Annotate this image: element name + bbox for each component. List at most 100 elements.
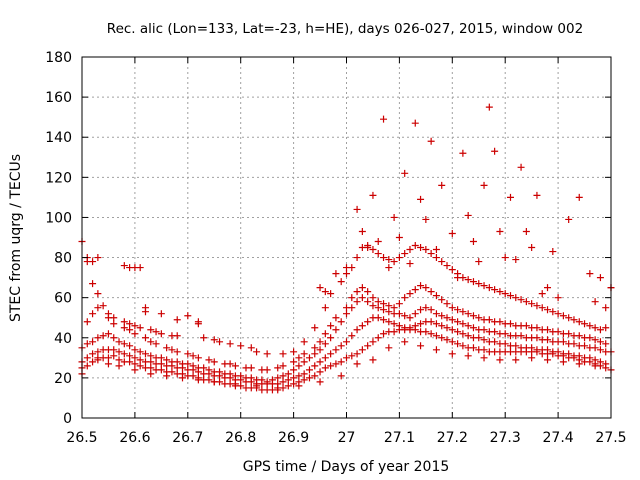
data-point [401,250,409,258]
data-point [395,300,403,308]
data-point [422,246,430,254]
data-point [343,304,350,312]
data-point [464,276,472,284]
data-point [337,358,345,366]
data-point [427,306,435,314]
data-point [343,310,350,318]
data-point [517,332,525,340]
data-point [411,286,419,294]
data-point [332,314,340,322]
data-point [491,286,499,294]
data-point [390,258,398,266]
data-point [395,254,403,262]
data-point [385,256,393,264]
data-point [385,302,393,310]
data-point [454,318,462,326]
data-point [337,318,345,326]
data-point [104,330,112,338]
data-point [364,342,372,350]
data-point [184,350,192,358]
data-point [385,308,393,316]
data-point [247,374,255,382]
data-point [575,332,583,340]
data-point [210,378,218,386]
data-point [390,328,398,336]
data-point [432,246,440,254]
data-point [570,340,578,348]
data-point [406,260,414,268]
data-point [110,346,118,354]
data-point [380,316,388,324]
data-point [591,298,599,306]
y-tick-label: 40 [54,331,72,347]
data-point [332,346,340,354]
data-point [152,328,160,336]
data-point [321,364,329,372]
data-point [311,344,319,352]
data-point [454,328,462,336]
data-point [316,346,324,354]
data-point [591,324,599,332]
data-point [528,354,536,362]
data-point [544,284,552,292]
data-point [274,374,282,382]
data-point [438,312,446,320]
data-point [194,320,202,328]
data-point [374,314,382,322]
data-point [427,330,435,338]
data-point [464,322,472,330]
data-point [459,149,467,157]
data-point [210,358,218,366]
data-point [247,364,255,372]
data-point [89,280,97,288]
data-point [104,354,112,362]
data-point [343,354,350,362]
data-point [316,378,324,386]
data-point [136,324,144,332]
data-point [89,350,97,358]
data-point [459,308,467,316]
data-point [94,304,102,312]
data-point [438,334,446,342]
data-point [538,304,546,312]
data-point [538,290,546,298]
data-point [126,342,134,350]
data-point [390,304,398,312]
x-tick-label: 26.9 [278,430,309,446]
x-tick-label: 27 [338,430,356,446]
data-point [157,360,165,368]
data-point [253,348,261,356]
data-point [417,244,425,252]
data-point [390,213,398,221]
data-point [89,338,97,346]
data-point [300,376,308,384]
y-tick-label: 20 [54,371,72,387]
data-point [83,318,91,326]
data-point [454,274,462,282]
data-point [448,266,456,274]
data-point [422,284,430,292]
data-point [469,312,477,320]
y-tick-label: 120 [45,170,72,186]
data-point [596,326,604,334]
data-point [491,338,499,346]
data-point [491,328,499,336]
data-point [300,358,308,366]
data-point [528,244,536,252]
data-point [332,326,340,334]
data-point [353,298,361,306]
data-point [422,328,430,336]
data-point [586,354,594,362]
data-point [469,278,477,286]
data-point [364,298,372,306]
x-tick-label: 26.5 [66,430,97,446]
data-point [448,304,456,312]
data-point [411,322,419,330]
data-point [549,308,557,316]
data-point [380,300,388,308]
data-point [295,354,303,362]
data-point [157,366,165,374]
data-point [380,306,388,314]
data-point [226,340,234,348]
data-point [157,330,165,338]
